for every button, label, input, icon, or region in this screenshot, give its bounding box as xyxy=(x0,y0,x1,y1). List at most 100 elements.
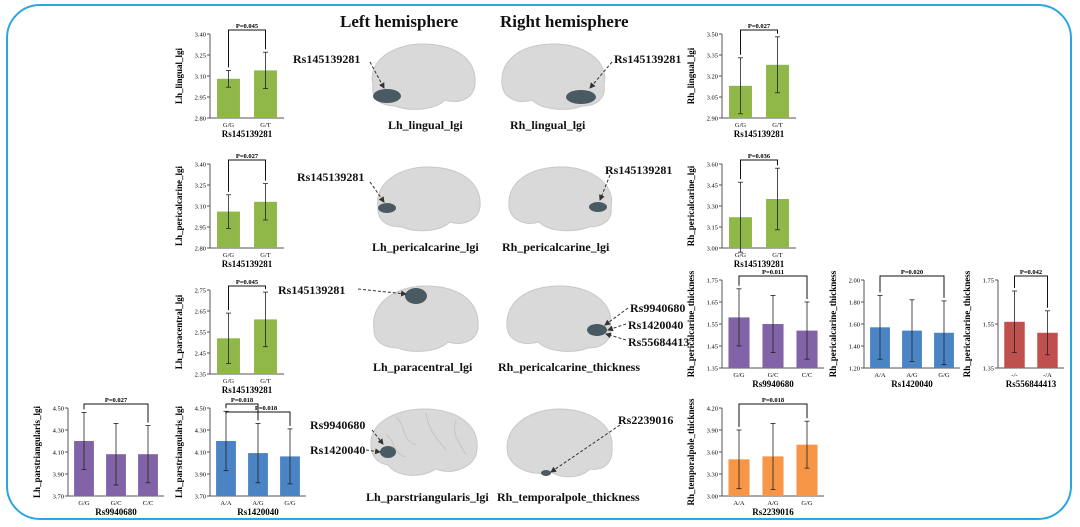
p-value-label: P=0.027 xyxy=(105,397,128,404)
y-tick-label: 3.15 xyxy=(707,225,718,232)
figure-frame xyxy=(6,4,1072,520)
chart-lh-lingual: Lh_lingual_lgi 2.80 2.95 3.10 3.25 3.40 G/G G/T… xyxy=(174,23,284,139)
x-tick-label: -/A xyxy=(1043,372,1052,379)
x-tick-label: A/G xyxy=(767,500,779,507)
x-tick-label: G/G xyxy=(223,252,235,259)
y-tick-label: 3.60 xyxy=(707,450,718,457)
y-tick-label: 4.20 xyxy=(707,406,718,413)
x-axis-label: Rs2239016 xyxy=(752,507,794,517)
x-tick-label: G/G xyxy=(223,122,235,129)
snp-label: Rs145139281 xyxy=(614,52,682,66)
x-tick-label: G/G xyxy=(735,252,747,259)
x-tick-label: G/G xyxy=(78,500,90,507)
rh-pericalcarine-brain xyxy=(505,163,617,233)
y-axis-label: Rh_pericalcarine_thickness xyxy=(962,270,972,377)
y-tick-label: 4.50 xyxy=(53,406,64,413)
x-tick-label: G/C xyxy=(111,500,122,507)
bar xyxy=(796,444,818,496)
y-axis-label: Rh_pericalcarine_lgi xyxy=(686,165,696,246)
x-tick-label: G/G xyxy=(735,122,747,129)
snp-label: Rs9940680 xyxy=(310,418,366,432)
y-tick-label: 3.70 xyxy=(53,494,64,501)
x-tick-label: A/A xyxy=(874,372,886,379)
y-tick-label: 3.00 xyxy=(707,494,718,501)
chart-rh-lingual: Rh_lingual_lgi 2.90 3.05 3.20 3.35 3.50 G/G G/T… xyxy=(686,23,796,139)
bar xyxy=(217,78,240,118)
x-axis-label: Rs9940680 xyxy=(752,379,794,389)
rh-pericalcarine-thickness-brain xyxy=(503,282,618,354)
y-tick-label: 3.25 xyxy=(195,53,206,60)
y-tick-label: 3.05 xyxy=(707,95,718,102)
x-tick-label: G/C xyxy=(768,372,779,379)
y-tick-label: 3.70 xyxy=(195,494,206,501)
y-axis-label: Rh_temporalpole_thickness xyxy=(686,398,696,506)
chart-rh-pericalcarine-thickness-rs1420040: Rh_pericalcarine_thickness 1.20 1.40 1.60 1.… xyxy=(828,269,960,389)
chart-lh-pericalcarine: Lh_pericalcarine_lgi 2.80 2.95 3.10 3.25 3.40… xyxy=(174,153,284,269)
bar xyxy=(254,70,277,118)
snp-label: Rs9940680 xyxy=(630,301,686,315)
snp-label: Rs1420040 xyxy=(628,318,684,332)
y-tick-label: 2.55 xyxy=(195,330,206,337)
x-axis-label: Rs1420040 xyxy=(237,507,279,517)
x-axis-label: Rs145139281 xyxy=(222,129,273,139)
x-tick-label: G/G xyxy=(733,372,745,379)
p-value-label: P=0.045 xyxy=(236,279,259,286)
significance-bracket xyxy=(1014,275,1048,308)
chart-rh-pericalcarine-thickness-rs556844413: Rh_pericalcarine_thickness 1.35 1.55 1.75 -/… xyxy=(962,269,1064,389)
y-tick-label: 2.95 xyxy=(195,95,206,102)
p-value-label: P=0.045 xyxy=(236,23,259,30)
p-value-label: P=0.018 xyxy=(762,397,785,404)
y-tick-label: 4.50 xyxy=(195,406,206,413)
y-tick-label: 3.90 xyxy=(707,428,718,435)
y-tick-label: 1.75 xyxy=(707,278,718,285)
x-tick-label: A/A xyxy=(220,500,232,507)
x-tick-label: G/G xyxy=(938,372,950,379)
x-tick-label: G/G xyxy=(801,500,813,507)
x-tick-label: A/G xyxy=(906,372,918,379)
y-tick-label: 2.80 xyxy=(195,246,206,253)
x-tick-label: G/T xyxy=(260,122,271,129)
y-tick-label: 1.65 xyxy=(707,300,718,307)
significance-bracket xyxy=(738,403,808,427)
y-tick-label: 2.90 xyxy=(707,116,718,123)
y-tick-label: 4.30 xyxy=(195,428,206,435)
y-tick-label: 3.00 xyxy=(707,246,718,253)
y-tick-label: 3.30 xyxy=(707,472,718,479)
y-tick-label: 3.10 xyxy=(195,74,206,81)
y-tick-label: 1.45 xyxy=(707,344,718,351)
region-label: Rh_temporalpole_thickness xyxy=(497,490,640,504)
x-tick-label: C/C xyxy=(143,500,153,507)
p-value-label: P=0.011 xyxy=(762,269,784,276)
region-label: Lh_parstriangularis_lgi xyxy=(366,490,489,504)
y-tick-label: 3.90 xyxy=(195,472,206,479)
significance-bracket xyxy=(228,285,266,311)
rh-lingual-brain xyxy=(497,40,612,112)
x-tick-label: G/T xyxy=(772,252,783,259)
significance-bracket xyxy=(740,29,778,55)
lh-parstriangularis-brain xyxy=(366,405,484,483)
y-tick-label: 3.60 xyxy=(707,162,718,169)
x-axis-label: Rs9940680 xyxy=(95,507,137,517)
y-tick-label: 3.90 xyxy=(53,472,64,479)
p-value-label: P=0.027 xyxy=(748,23,771,30)
region-label: Rh_lingual_lgi xyxy=(510,118,586,132)
p-value-label: P=0.018 xyxy=(231,397,254,404)
x-tick-label: G/T xyxy=(772,122,783,129)
y-tick-label: 1.55 xyxy=(983,322,994,329)
y-tick-label: 3.40 xyxy=(195,162,206,169)
p-value-label: P=0.020 xyxy=(901,269,923,276)
snp-label: Rs145139281 xyxy=(605,163,673,177)
chart-rh-pericalcarine: Rh_pericalcarine_lgi 3.00 3.15 3.30 3.45 3.60… xyxy=(686,153,796,269)
lh-pericalcarine-brain xyxy=(372,163,484,233)
significance-bracket xyxy=(879,275,945,298)
y-tick-label: 3.20 xyxy=(707,74,718,81)
y-axis-label: Lh_paracentral_lgi xyxy=(174,294,184,369)
y-axis-label: Rh_lingual_lgi xyxy=(686,47,696,104)
y-tick-label: 2.95 xyxy=(195,225,206,232)
significance-bracket xyxy=(225,411,291,426)
chart-lh-paracentral: Lh_paracentral_lgi 2.35 2.45 2.55 2.65 2.75 G/… xyxy=(174,279,284,395)
x-axis-label: Rs145139281 xyxy=(222,259,273,269)
right-hemisphere-title: Right hemisphere xyxy=(500,12,629,31)
significance-bracket xyxy=(83,403,149,423)
